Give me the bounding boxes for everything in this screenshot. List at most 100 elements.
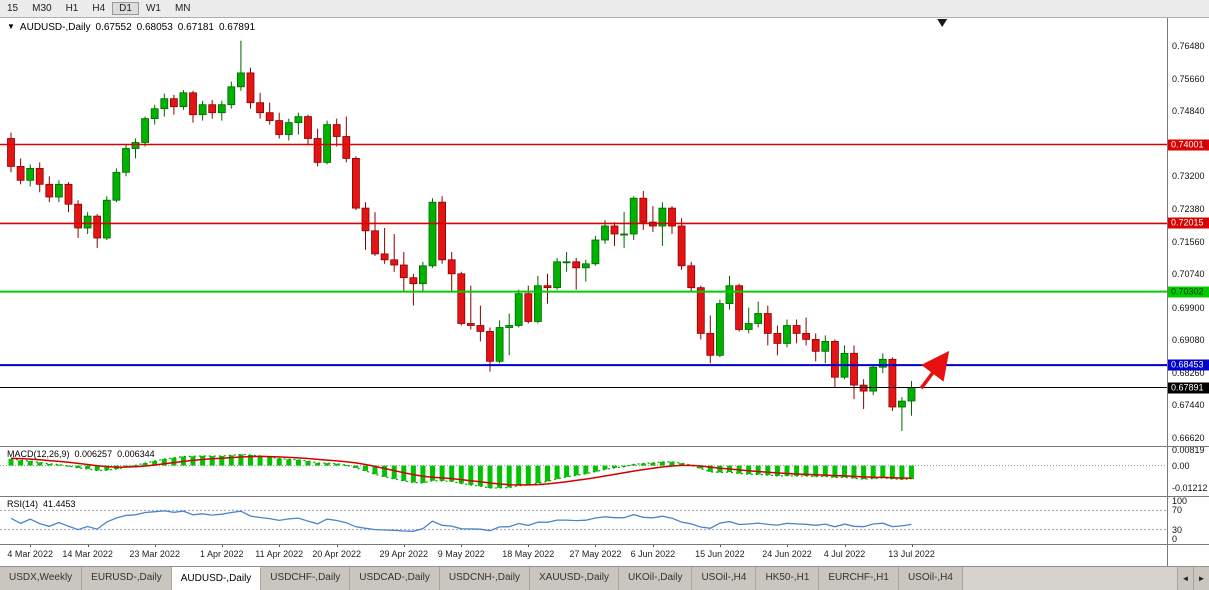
time-axis-tick (154, 544, 156, 547)
symbol-tab-eurchf-h1[interactable]: EURCHF-,H1 (819, 567, 899, 590)
price-axis-tick: 0.70740 (1172, 269, 1205, 280)
timeframe-button-15[interactable]: 15 (7, 3, 19, 14)
chart-symbol-label: AUDUSD-,Daily (19, 22, 91, 33)
macd-value-signal: 0.006344 (117, 449, 155, 459)
symbol-tab-ukoil-daily[interactable]: UKOil-,Daily (619, 567, 693, 590)
time-axis-label: 20 Apr 2022 (312, 549, 361, 559)
macd-axis-tick: 0.00 (1172, 460, 1190, 471)
rsi-axis-tick: 100 (1172, 496, 1188, 506)
symbol-tab-usoil-h4[interactable]: USOil-,H4 (898, 567, 963, 590)
tab-scroll-controls: ◄ ► (1177, 567, 1209, 590)
price-axis-tick: 0.75660 (1172, 73, 1205, 84)
symbol-tab-usdchf-daily[interactable]: USDCHF-,Daily (261, 567, 351, 590)
tab-scroll-right-icon[interactable]: ► (1193, 567, 1209, 590)
price-line-label: 0.74001 (1168, 139, 1209, 150)
tab-scroll-left-icon[interactable]: ◄ (1177, 567, 1193, 590)
time-axis-label: 24 Jun 2022 (762, 549, 812, 559)
price-line-label: 0.68453 (1168, 359, 1209, 371)
price-axis-tick: 0.73200 (1172, 171, 1205, 182)
price-axis-tick: 0.69900 (1172, 302, 1205, 313)
symbol-tab-audusd-daily[interactable]: AUDUSD-,Daily (171, 567, 262, 590)
price-axis-tick: 0.74840 (1172, 106, 1205, 117)
time-axis[interactable]: 4 Mar 2022 14 Mar 2022 23 Mar 2022 1 Apr 20… (0, 544, 1167, 566)
time-axis-tick (787, 544, 788, 547)
price-axis-tick: 0.71560 (1172, 236, 1205, 247)
price-axis-tick: 0.66620 (1172, 433, 1205, 443)
symbol-tab-usoil-h4[interactable]: USOil-,H4 (692, 567, 757, 590)
macd-histogram (8, 454, 914, 488)
time-axis-label: 4 Mar 2022 (7, 549, 53, 559)
rsi-pane-separator[interactable] (0, 496, 1209, 497)
timeframe-button-m30[interactable]: M30 (32, 3, 52, 14)
time-axis-tick (336, 544, 338, 547)
time-axis-label: 14 Mar 2022 (62, 549, 113, 559)
chart-ohlc-header: ▼ AUDUSD-,Daily 0.67552 0.68053 0.67181 0.678… (7, 22, 260, 33)
price-axis-tick: 0.67440 (1172, 400, 1205, 411)
timeframe-button-h1[interactable]: H1 (65, 3, 79, 14)
arrow-annotation[interactable] (919, 350, 950, 390)
time-axis-separator (0, 544, 1209, 545)
rsi-axis-tick: 70 (1172, 505, 1183, 516)
symbol-tab-usdx-weekly[interactable]: USDX,Weekly (0, 567, 83, 590)
chart-tabbar: USDX,Weekly EURUSD-,Daily AUDUSD-,Daily USD… (0, 566, 1209, 590)
price-line-label: 0.70302 (1168, 286, 1209, 298)
time-axis-tick (911, 544, 913, 547)
timeframe-toolbar: 15 M30 H1 H4 D1 W1 MN (0, 0, 1209, 18)
ohlc-low: 0.67181 (177, 22, 214, 33)
rsi-axis-tick: 0 (1172, 534, 1178, 544)
time-axis-label: 9 May 2022 (437, 549, 485, 559)
candlestick-layer (7, 40, 916, 431)
symbol-tab-eurusd-daily[interactable]: EURUSD-,Daily (82, 567, 172, 590)
macd-indicator-label: MACD(12,26,9) 0.006257 0.006344 (7, 449, 160, 459)
timeframe-button-mn[interactable]: MN (174, 3, 191, 14)
price-axis-tick: 0.69080 (1172, 335, 1205, 346)
macd-axis-tick: 0.00819 (1172, 445, 1205, 456)
time-axis-tick (87, 544, 89, 547)
rsi-value: 41.4453 (43, 499, 76, 509)
macd-pane-separator[interactable] (0, 446, 1209, 447)
time-axis-label: 29 Apr 2022 (379, 549, 429, 559)
timeframe-button-h4[interactable]: H4 (92, 3, 106, 14)
ohlc-high: 0.68053 (136, 22, 173, 33)
ohlc-open: 0.67552 (95, 22, 132, 33)
macd-main-line (10, 453, 912, 489)
time-axis-label: 4 Jul 2022 (823, 549, 866, 559)
macd-value-main: 0.006257 (74, 449, 113, 459)
price-axis-tick: 0.76480 (1172, 40, 1205, 51)
chart-shift-marker[interactable] (937, 19, 948, 27)
macd-signal-line (10, 455, 912, 486)
time-axis-label: 23 Mar 2022 (129, 549, 180, 559)
rsi-name: RSI(14) (7, 499, 39, 509)
time-axis-label: 15 Jun 2022 (695, 549, 745, 559)
price-axis-tick: 0.68260 (1172, 367, 1205, 378)
time-axis-tick (221, 544, 223, 547)
time-axis-tick (844, 544, 846, 547)
horizontal-price-lines[interactable] (0, 143, 1167, 388)
symbol-dropdown-icon[interactable]: ▼ (7, 22, 15, 31)
time-axis-tick (595, 544, 597, 547)
time-axis-label: 27 May 2022 (569, 549, 622, 559)
symbol-tab-usdcnh-daily[interactable]: USDCNH-,Daily (439, 567, 530, 590)
price-axis[interactable]: 0.76480 0.75660 0.74840 0.73200 0.72380 0.715… (1167, 18, 1209, 566)
time-axis-label: 6 Jun 2022 (630, 549, 676, 559)
time-axis-tick (528, 544, 530, 547)
symbol-tab-usdcad-daily[interactable]: USDCAD-,Daily (350, 567, 440, 590)
time-axis-tick (279, 544, 281, 547)
time-axis-tick (30, 544, 32, 547)
time-axis-tick (403, 544, 405, 547)
rsi-axis-tick: 30 (1172, 524, 1183, 535)
time-axis-tick (719, 544, 721, 547)
symbol-tab-xauusd-daily[interactable]: XAUUSD-,Daily (529, 567, 619, 590)
ohlc-close: 0.67891 (218, 22, 256, 33)
time-axis-label: 11 Apr 2022 (255, 549, 304, 559)
time-axis-tick (461, 544, 463, 547)
macd-name: MACD(12,26,9) (7, 449, 70, 459)
chart-canvas[interactable] (0, 18, 1167, 566)
timeframe-button-d1[interactable]: D1 (112, 2, 139, 15)
timeframe-button-w1[interactable]: W1 (145, 3, 161, 14)
time-axis-label: 1 Apr 2022 (200, 549, 244, 559)
chart-area[interactable]: ▼ AUDUSD-,Daily 0.67552 0.68053 0.67181 0.678… (0, 18, 1209, 566)
price-line-label: 0.72015 (1168, 217, 1209, 229)
symbol-tab-hk50-h1[interactable]: HK50-,H1 (756, 567, 820, 590)
